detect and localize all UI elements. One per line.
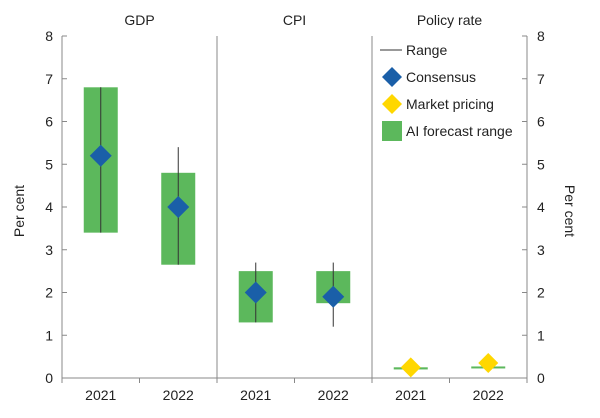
y-tick-label-left: 0 — [45, 370, 53, 386]
y-tick-label-right: 1 — [537, 327, 545, 343]
y-tick-label-right: 3 — [537, 242, 545, 258]
y-tick-label-left: 1 — [45, 327, 53, 343]
y-tick-label-right: 8 — [537, 28, 545, 44]
y-tick-label-left: 3 — [45, 242, 53, 258]
consensus-marker — [167, 196, 190, 218]
panel-title: CPI — [283, 12, 306, 28]
legend-ai-swatch — [382, 121, 402, 141]
legend-label: AI forecast range — [406, 123, 513, 139]
panel-title: GDP — [124, 12, 154, 28]
market-pricing-marker — [478, 353, 499, 374]
y-tick-label-right: 7 — [537, 71, 545, 87]
x-tick-label: 2022 — [473, 387, 504, 403]
y-tick-label-right: 6 — [537, 114, 545, 130]
y-tick-label-left: 2 — [45, 285, 53, 301]
legend-label: Market pricing — [406, 96, 494, 112]
legend-market-swatch — [382, 94, 402, 114]
y-tick-label-left: 4 — [45, 199, 53, 215]
x-tick-label: 2022 — [163, 387, 194, 403]
legend-label: Consensus — [406, 69, 476, 85]
x-tick-label: 2022 — [318, 387, 349, 403]
y-tick-label-left: 8 — [45, 28, 53, 44]
y-tick-label-left: 7 — [45, 71, 53, 87]
y-tick-label-right: 2 — [537, 285, 545, 301]
y-axis-title-left: Per cent — [11, 185, 27, 237]
y-tick-label-right: 4 — [537, 199, 545, 215]
y-tick-label-right: 0 — [537, 370, 545, 386]
market-pricing-marker — [400, 357, 421, 378]
y-tick-label-right: 5 — [537, 156, 545, 172]
x-tick-label: 2021 — [395, 387, 426, 403]
consensus-marker — [89, 144, 112, 167]
x-tick-label: 2021 — [240, 387, 271, 403]
x-tick-label: 2021 — [85, 387, 116, 403]
y-axis-title-right: Per cent — [562, 185, 578, 237]
panel-title: Policy rate — [417, 12, 483, 28]
consensus-marker — [322, 285, 345, 308]
legend-consensus-swatch — [382, 67, 402, 87]
consensus-marker — [244, 281, 267, 304]
legend-label: Range — [406, 42, 447, 58]
y-tick-label-left: 6 — [45, 114, 53, 130]
y-tick-label-left: 5 — [45, 156, 53, 172]
